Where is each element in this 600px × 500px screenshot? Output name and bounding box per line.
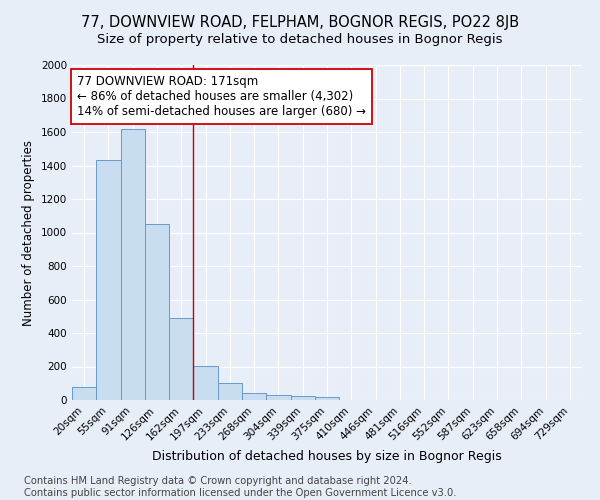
X-axis label: Distribution of detached houses by size in Bognor Regis: Distribution of detached houses by size … (152, 450, 502, 463)
Bar (121, 128, 145, 400)
Bar (96, 160, 121, 400)
Bar (145, 224, 169, 400)
Bar (290, 396, 315, 400)
Bar (193, 366, 218, 400)
Bar (242, 393, 266, 400)
Y-axis label: Number of detached properties: Number of detached properties (22, 140, 35, 326)
Bar (266, 396, 290, 400)
Text: Size of property relative to detached houses in Bognor Regis: Size of property relative to detached ho… (97, 32, 503, 46)
Bar (169, 318, 193, 400)
Bar (72, 386, 96, 400)
Text: 77, DOWNVIEW ROAD, FELPHAM, BOGNOR REGIS, PO22 8JB: 77, DOWNVIEW ROAD, FELPHAM, BOGNOR REGIS… (81, 15, 519, 30)
Bar (218, 383, 242, 400)
Bar (315, 397, 339, 400)
Text: 77 DOWNVIEW ROAD: 171sqm
← 86% of detached houses are smaller (4,302)
14% of sem: 77 DOWNVIEW ROAD: 171sqm ← 86% of detach… (77, 75, 366, 118)
Text: Contains HM Land Registry data © Crown copyright and database right 2024.
Contai: Contains HM Land Registry data © Crown c… (24, 476, 457, 498)
